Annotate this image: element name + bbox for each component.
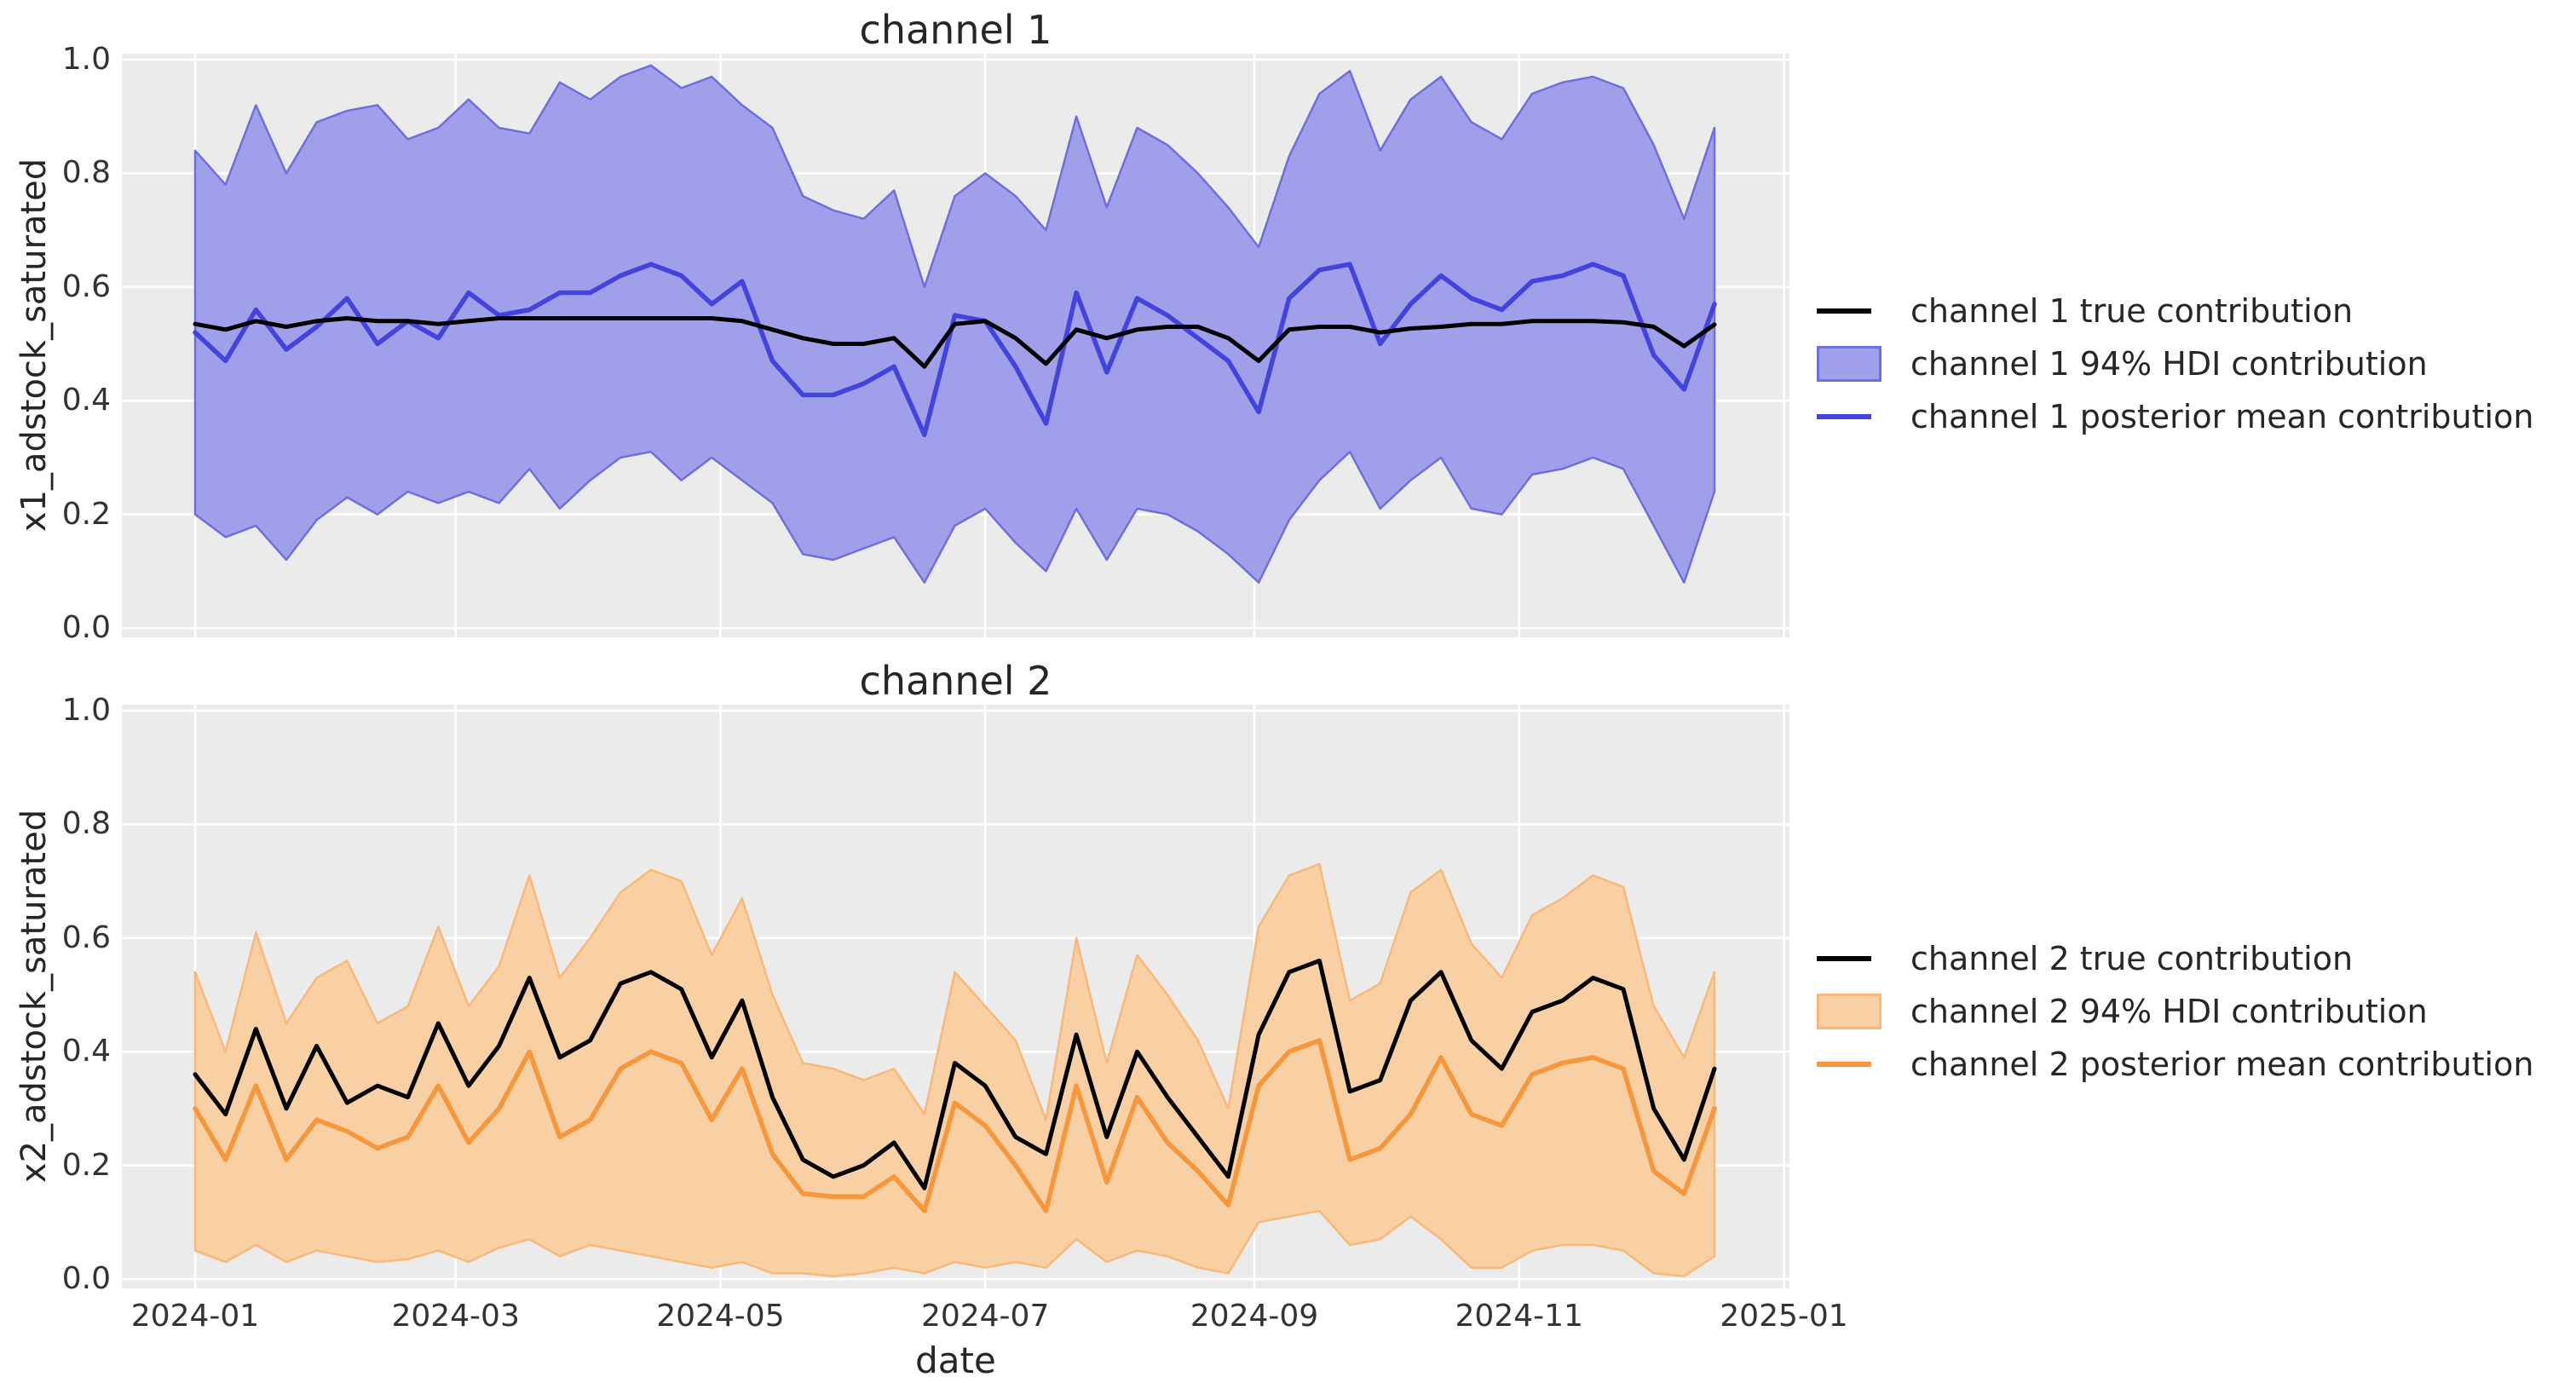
y-tick-label: 0.0 (61, 610, 111, 645)
legend-swatch-col (1817, 414, 1888, 419)
true-line-swatch-icon (1817, 956, 1871, 961)
legend-row: channel 2 posterior mean contribution (1817, 1038, 2533, 1091)
hdi-band-swatch-icon (1817, 346, 1882, 382)
y-tick-label: 0.0 (61, 1261, 111, 1296)
y-tick-label: 0.6 (61, 919, 111, 955)
posterior-mean-line-swatch-icon (1817, 1062, 1871, 1067)
legend-swatch-col (1817, 956, 1888, 961)
x-tick-label: 2024-05 (656, 1299, 785, 1334)
legend-swatch-col (1817, 1062, 1888, 1067)
subplot2-legend: channel 2 true contribution channel 2 94… (1817, 932, 2533, 1091)
subplot1-ylabel: x1_adstock_saturated (14, 158, 54, 533)
y-tick-label: 0.2 (61, 1147, 111, 1183)
y-tick-label: 0.2 (61, 496, 111, 532)
legend-label: channel 2 true contribution (1910, 940, 2354, 977)
x-tick-label: 2025-01 (1720, 1299, 1848, 1334)
subplot1-legend: channel 1 true contribution channel 1 94… (1817, 285, 2533, 443)
legend-label: channel 1 true contribution (1910, 292, 2354, 330)
legend-swatch-col (1817, 308, 1888, 314)
legend-label: channel 1 94% HDI contribution (1910, 345, 2428, 383)
subplot1-canvas (122, 54, 1789, 637)
x-tick-label: 2024-03 (391, 1299, 520, 1334)
hdi-band-swatch-icon (1817, 994, 1882, 1029)
y-tick-label: 0.8 (61, 806, 111, 842)
x-tick-label: 2024-01 (130, 1299, 260, 1334)
legend-row: channel 1 posterior mean contribution (1817, 390, 2533, 443)
y-tick-label: 0.6 (61, 268, 111, 304)
x-tick-label: 2024-11 (1455, 1299, 1583, 1334)
y-tick-label: 0.8 (61, 155, 111, 191)
legend-row: channel 1 true contribution (1817, 285, 2533, 337)
subplot1-title: channel 1 (859, 7, 1052, 53)
subplot2-ylabel: x2_adstock_saturated (14, 809, 54, 1184)
x-tick-label: 2024-07 (920, 1299, 1050, 1334)
y-tick-label: 0.4 (61, 1034, 111, 1069)
legend-label: channel 2 94% HDI contribution (1910, 993, 2428, 1030)
legend-label: channel 1 posterior mean contribution (1910, 398, 2534, 435)
subplot2-title: channel 2 (859, 658, 1052, 704)
y-tick-label: 1.0 (61, 693, 111, 728)
legend-label: channel 2 posterior mean contribution (1910, 1046, 2534, 1083)
legend-swatch-col (1817, 994, 1888, 1029)
legend-swatch-col (1817, 346, 1888, 382)
y-tick-label: 0.4 (61, 383, 111, 418)
legend-row: channel 1 94% HDI contribution (1817, 337, 2533, 390)
legend-row: channel 2 true contribution (1817, 932, 2533, 985)
x-tick-label: 2024-09 (1190, 1299, 1319, 1334)
legend-row: channel 2 94% HDI contribution (1817, 985, 2533, 1038)
y-tick-label: 1.0 (61, 42, 111, 77)
x-axis-label: date (915, 1340, 996, 1381)
posterior-mean-line-swatch-icon (1817, 414, 1871, 419)
true-line-swatch-icon (1817, 308, 1871, 314)
subplot2-canvas (122, 705, 1789, 1288)
